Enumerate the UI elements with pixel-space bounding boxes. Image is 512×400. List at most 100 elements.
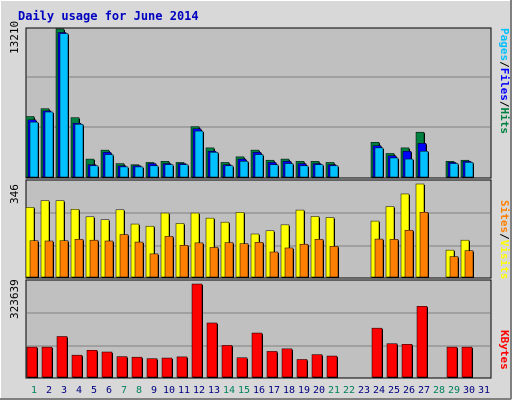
x-tick-label: 27: [418, 385, 430, 396]
pages-bar: [194, 130, 204, 178]
legend-separator: /: [498, 101, 511, 108]
x-tick-label: 8: [136, 385, 142, 396]
x-tick-label: 3: [61, 385, 67, 396]
pages-bar: [314, 164, 324, 178]
bottom-panel-max-label: 323639: [8, 279, 21, 319]
pages-bar: [224, 165, 234, 178]
sites-bar: [449, 256, 459, 278]
x-tick-label: 26: [403, 385, 415, 396]
pages-bar: [149, 165, 159, 178]
pages-bar: [374, 147, 384, 178]
kbytes-bar: [311, 354, 323, 378]
top-panel-bars: [25, 28, 474, 178]
pages-bar: [464, 162, 474, 178]
x-tick-label: 4: [76, 385, 82, 396]
x-tick-label: 28: [433, 385, 445, 396]
pages-bar: [74, 124, 84, 178]
x-tick-label: 15: [238, 385, 250, 396]
x-tick-label: 12: [193, 385, 205, 396]
sites-bar: [419, 211, 429, 278]
x-tick-label: 24: [373, 385, 385, 396]
x-tick-label: 20: [313, 385, 325, 396]
x-tick-label: 25: [388, 385, 400, 396]
x-tick-label: 23: [358, 385, 370, 396]
legend-files: Files: [498, 68, 511, 101]
x-tick-label: 9: [151, 385, 157, 396]
middle-panel-bars: [25, 183, 474, 278]
kbytes-bar: [251, 332, 263, 378]
kbytes-bar: [176, 356, 188, 378]
pages-bar: [254, 154, 264, 178]
sites-bar: [299, 243, 309, 278]
sites-bar: [29, 240, 39, 278]
x-tick-label: 22: [343, 385, 355, 396]
bottom-panel-bars: [26, 283, 473, 378]
sites-bar: [329, 246, 339, 278]
kbytes-bar: [161, 357, 173, 378]
sites-bar: [149, 253, 159, 278]
kbytes-bar: [116, 356, 128, 378]
x-tick-label: 1: [31, 385, 37, 396]
pages-bar: [134, 166, 144, 178]
x-tick-label: 5: [91, 385, 97, 396]
x-tick-label: 6: [106, 385, 112, 396]
sites-bar: [269, 251, 279, 278]
pages-bar: [44, 111, 54, 178]
x-tick-label: 30: [463, 385, 475, 396]
chart-title: Daily usage for June 2014: [18, 9, 199, 23]
kbytes-bar: [26, 346, 38, 378]
kbytes-bar: [371, 327, 383, 378]
kbytes-bar: [416, 306, 428, 378]
sites-bar: [464, 250, 474, 278]
kbytes-bar: [266, 351, 278, 378]
x-tick-label: 16: [253, 385, 265, 396]
sites-bar: [194, 242, 204, 278]
kbytes-bar: [86, 350, 98, 378]
sites-bar: [179, 245, 189, 278]
x-tick-label: 29: [448, 385, 460, 396]
pages-bar: [239, 161, 249, 178]
pages-bar: [299, 165, 309, 178]
pages-bar: [104, 154, 114, 178]
middle-panel-max-label: 346: [8, 184, 21, 204]
x-tick-label: 19: [298, 385, 310, 396]
x-tick-label: 21: [328, 385, 340, 396]
legend-sites: Sites: [498, 200, 511, 233]
sites-bar: [74, 239, 84, 278]
kbytes-bar: [461, 346, 473, 378]
pages-bar: [419, 150, 429, 178]
x-tick-label: 31: [478, 385, 490, 396]
sites-bar: [314, 239, 324, 278]
kbytes-bar: [71, 354, 83, 378]
x-tick-label: 13: [208, 385, 220, 396]
x-tick-label: 10: [163, 385, 175, 396]
sites-bar: [239, 243, 249, 278]
kbytes-bar: [131, 356, 143, 378]
x-tick-label: 14: [223, 385, 235, 396]
kbytes-bar: [101, 351, 113, 378]
sites-bar: [134, 241, 144, 278]
pages-bar: [179, 164, 189, 178]
sites-bar: [209, 247, 219, 278]
kbytes-bar: [206, 322, 218, 378]
pages-bar: [284, 163, 294, 178]
legend-visits: Visits: [498, 240, 511, 280]
legend-separator: /: [498, 61, 511, 68]
sites-bar: [119, 234, 129, 278]
sites-bar: [164, 236, 174, 278]
legend-hits: Hits: [498, 108, 511, 135]
sites-bar: [44, 240, 54, 278]
sites-bar: [404, 229, 414, 278]
pages-bar: [329, 165, 339, 178]
sites-bar: [284, 247, 294, 278]
pages-bar: [449, 163, 459, 178]
top-panel-legend: Pages/Files/Hits: [498, 28, 511, 134]
kbytes-bar: [281, 348, 293, 378]
kbytes-bar: [446, 346, 458, 378]
x-tick-label: 18: [283, 385, 295, 396]
kbytes-bar: [191, 283, 203, 378]
middle-panel-legend: Sites/Visits: [498, 200, 511, 280]
pages-bar: [59, 33, 69, 178]
kbytes-bar: [41, 346, 53, 378]
